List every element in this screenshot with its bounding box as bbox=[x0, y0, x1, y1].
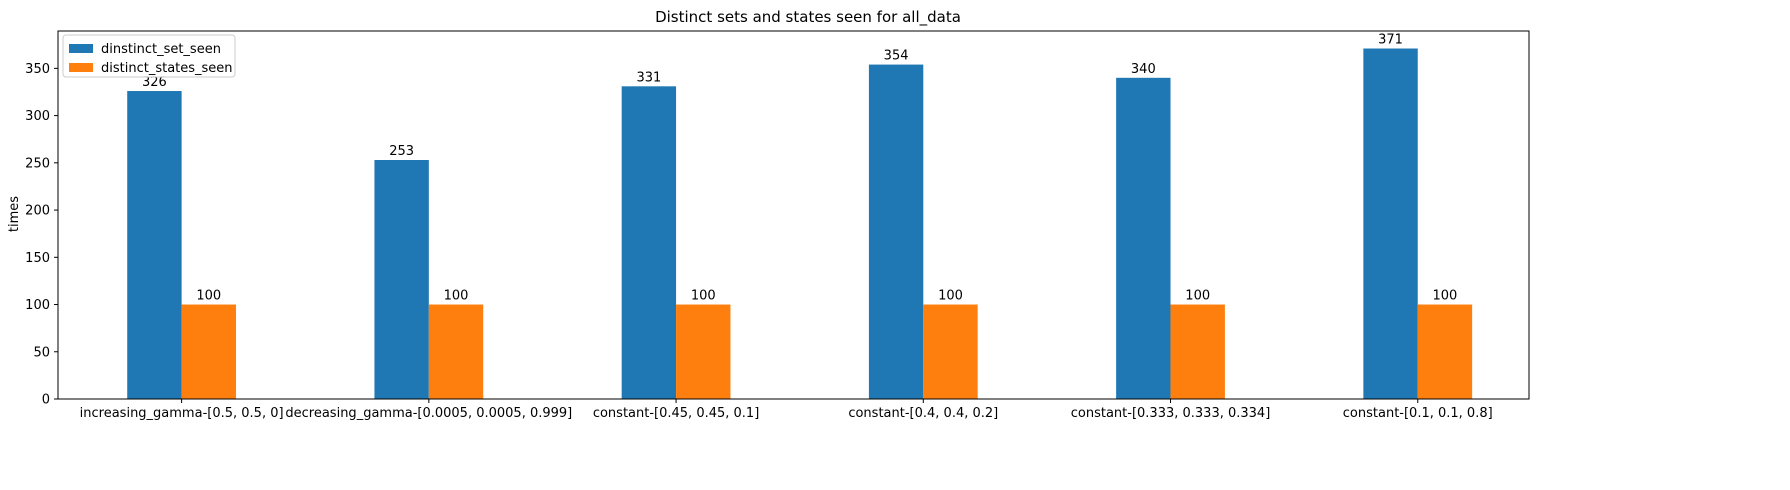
x-tick-label: constant-[0.4, 0.4, 0.2] bbox=[848, 406, 998, 421]
x-tick-label: constant-[0.45, 0.45, 0.1] bbox=[593, 406, 759, 421]
y-tick-label: 50 bbox=[33, 345, 50, 360]
bar-set-seen-2 bbox=[621, 86, 677, 399]
x-axis: increasing_gamma-[0.5, 0.5, 0] decreasing… bbox=[80, 399, 1493, 421]
legend-box bbox=[62, 34, 236, 78]
bar-value-label: 100 bbox=[1433, 289, 1458, 304]
bar-set-seen-1 bbox=[374, 160, 429, 399]
bar-value-label: 100 bbox=[1185, 289, 1210, 304]
bar-set-seen-5 bbox=[1363, 48, 1418, 400]
bar-states-seen-1 bbox=[428, 304, 484, 399]
y-tick-label: 300 bbox=[25, 109, 50, 124]
bar-states-seen-3 bbox=[923, 304, 978, 399]
bar-set-seen-3 bbox=[868, 64, 924, 399]
bar-states-seen-2 bbox=[676, 304, 731, 399]
bar-value-label: 100 bbox=[938, 289, 963, 304]
y-tick-label: 100 bbox=[25, 298, 50, 313]
x-tick-label: decreasing_gamma-[0.0005, 0.0005, 0.999] bbox=[285, 406, 572, 421]
y-tick-label: 250 bbox=[25, 156, 50, 171]
x-tick-label: constant-[0.333, 0.333, 0.334] bbox=[1071, 406, 1271, 421]
x-tick-label: increasing_gamma-[0.5, 0.5, 0] bbox=[80, 406, 284, 421]
y-tick-label: 350 bbox=[25, 62, 50, 77]
plot-area: 326 253 331 354 340 371 100 100 100 100 100 100 bbox=[57, 30, 1530, 400]
y-tick-label: 0 bbox=[42, 393, 50, 408]
bar-value-label: 100 bbox=[444, 289, 469, 304]
y-tick-label: 200 bbox=[25, 204, 50, 219]
bar-value-label: 354 bbox=[884, 49, 909, 64]
bar-value-label: 253 bbox=[389, 144, 414, 159]
chart-title: Distinct sets and states seen for all_da… bbox=[655, 8, 961, 27]
legend-swatch bbox=[69, 63, 93, 72]
bar-states-seen-0 bbox=[181, 304, 236, 399]
legend-label: dinstinct_set_seen bbox=[101, 42, 221, 57]
y-axis: 0 50 100 150 200 250 300 350 bbox=[25, 62, 58, 408]
bar-value-label: 371 bbox=[1378, 33, 1403, 48]
bar-value-label: 331 bbox=[636, 70, 661, 85]
plot-frame bbox=[57, 30, 1530, 400]
bar-states-seen-5 bbox=[1417, 304, 1473, 399]
bar-value-label: 340 bbox=[1131, 62, 1156, 77]
x-tick-label: constant-[0.1, 0.1, 0.8] bbox=[1343, 406, 1493, 421]
legend: dinstinct_set_seen distinct_states_seen bbox=[62, 34, 236, 78]
bar-states-seen-4 bbox=[1170, 304, 1225, 399]
bar-set-seen-4 bbox=[1116, 77, 1171, 399]
legend-label: distinct_states_seen bbox=[101, 61, 233, 76]
y-axis-title: times bbox=[7, 196, 22, 232]
bar-value-label: 100 bbox=[691, 289, 716, 304]
bar-set-seen-0 bbox=[127, 91, 182, 399]
y-tick-label: 150 bbox=[25, 251, 50, 266]
legend-swatch bbox=[69, 44, 93, 53]
bar-value-label: 326 bbox=[142, 75, 167, 90]
bar-value-label: 100 bbox=[196, 289, 221, 304]
